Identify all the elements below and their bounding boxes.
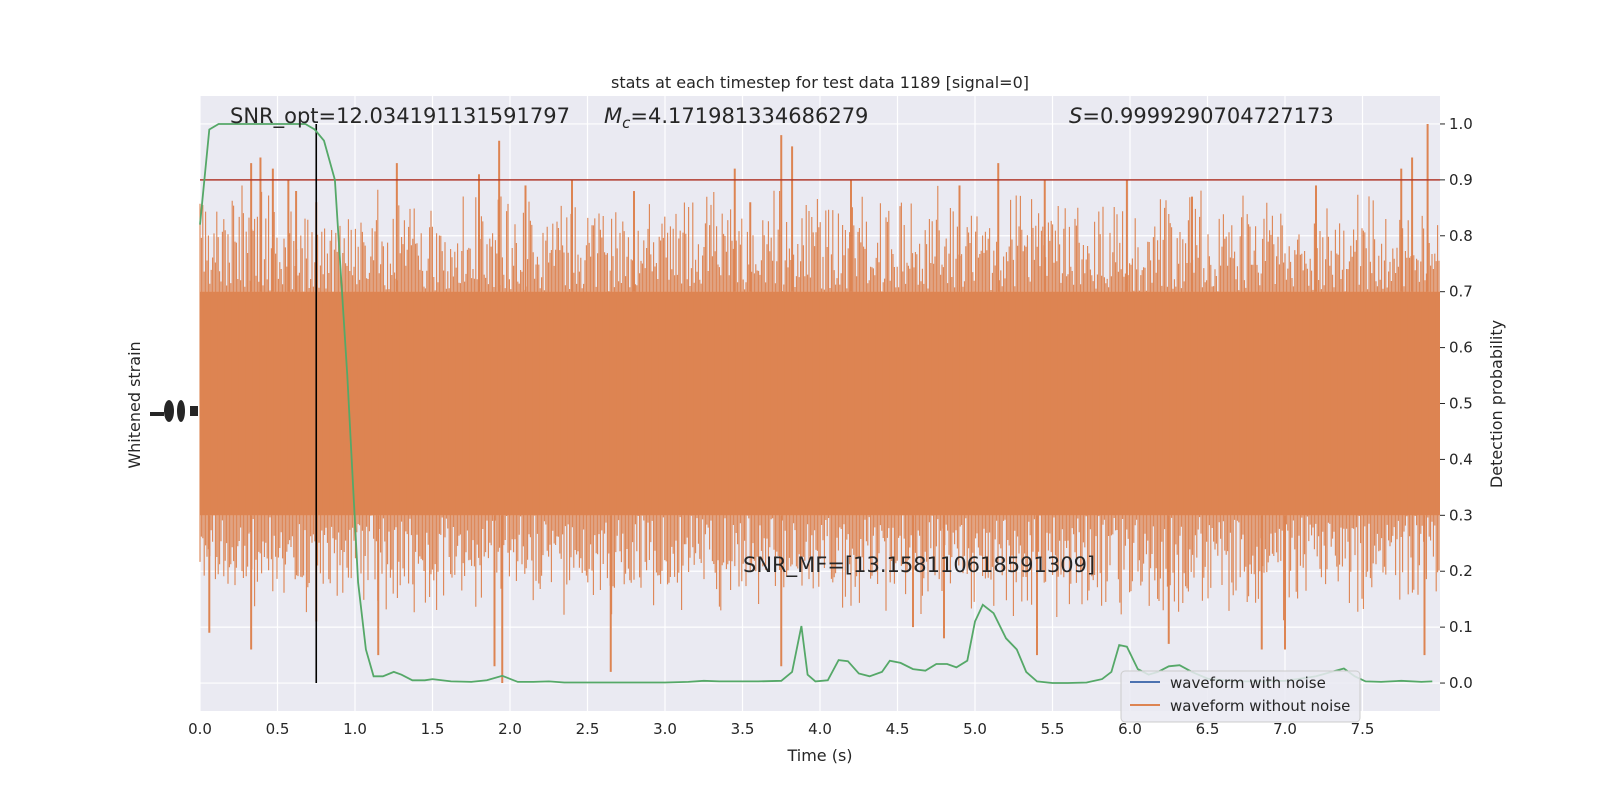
y-tick-label: 0.9 — [1449, 171, 1473, 189]
x-tick-label: 5.5 — [1041, 720, 1065, 738]
y-tick-label: 0.1 — [1449, 618, 1473, 636]
whitened-strain-series — [199, 123, 1440, 684]
y-tick-label: 1.0 — [1449, 115, 1473, 133]
y-tick-label: 0.0 — [1449, 674, 1473, 692]
score-annotation: S=0.9999290704727173 — [1069, 104, 1334, 128]
x-tick-label: 1.5 — [421, 720, 445, 738]
snr-mf-annotation: SNR_MF=[13.158110618591309] — [743, 553, 1095, 578]
y-tick-label: 0.7 — [1449, 283, 1473, 301]
x-tick-label: 3.5 — [731, 720, 755, 738]
x-axis-label: Time (s) — [786, 746, 852, 765]
right-y-axis-ticks: 0.0 0.1 0.2 0.3 0.4 0.5 0.6 0.7 0.8 0.9 1.0 — [1440, 115, 1473, 692]
strain-noise-trace — [199, 185, 1440, 621]
y-tick-label: 0.2 — [1449, 562, 1473, 580]
x-tick-label: 1.0 — [343, 720, 367, 738]
chart-title: stats at each timestep for test data 118… — [611, 73, 1029, 92]
x-tick-label: 5.0 — [963, 720, 987, 738]
left-y-axis-label: Whitened strain — [125, 341, 144, 468]
y-tick-label: 0.3 — [1449, 506, 1473, 524]
x-tick-label: 4.0 — [808, 720, 832, 738]
x-tick-label: 2.0 — [498, 720, 522, 738]
y-tick-label: 0.5 — [1449, 395, 1473, 413]
legend-box — [1120, 670, 1361, 723]
y-tick-label: 0.4 — [1449, 450, 1473, 468]
x-tick-label: 6.0 — [1118, 720, 1142, 738]
x-tick-label: 7.0 — [1273, 720, 1297, 738]
x-tick-label: 2.5 — [576, 720, 600, 738]
y-tick-label: 0.6 — [1449, 339, 1473, 357]
chirp-mass-annotation: Mc=4.171981334686279 — [604, 104, 868, 132]
x-tick-label: 4.5 — [886, 720, 910, 738]
x-tick-label: 0.0 — [188, 720, 212, 738]
legend-label-without-noise: waveform without noise — [1170, 697, 1350, 715]
x-tick-label: 0.5 — [266, 720, 290, 738]
x-tick-label: 3.0 — [653, 720, 677, 738]
legend-label-with-noise: waveform with noise — [1170, 674, 1326, 692]
y-tick-label: 0.8 — [1449, 227, 1473, 245]
x-axis-ticks: 0.0 0.5 1.0 1.5 2.0 2.5 3.0 3.5 4.0 4.5 5.0 5.5 6.0 6… — [188, 720, 1374, 738]
x-tick-label: 7.5 — [1351, 720, 1375, 738]
x-tick-label: 6.5 — [1196, 720, 1220, 738]
left-y-axis-tick-cluster — [150, 400, 198, 422]
legend: waveform with noise waveform without noi… — [1120, 670, 1361, 723]
snr-opt-annotation: SNR_opt=12.034191131591797 — [230, 104, 570, 129]
right-y-axis-label: Detection probability — [1487, 320, 1506, 488]
